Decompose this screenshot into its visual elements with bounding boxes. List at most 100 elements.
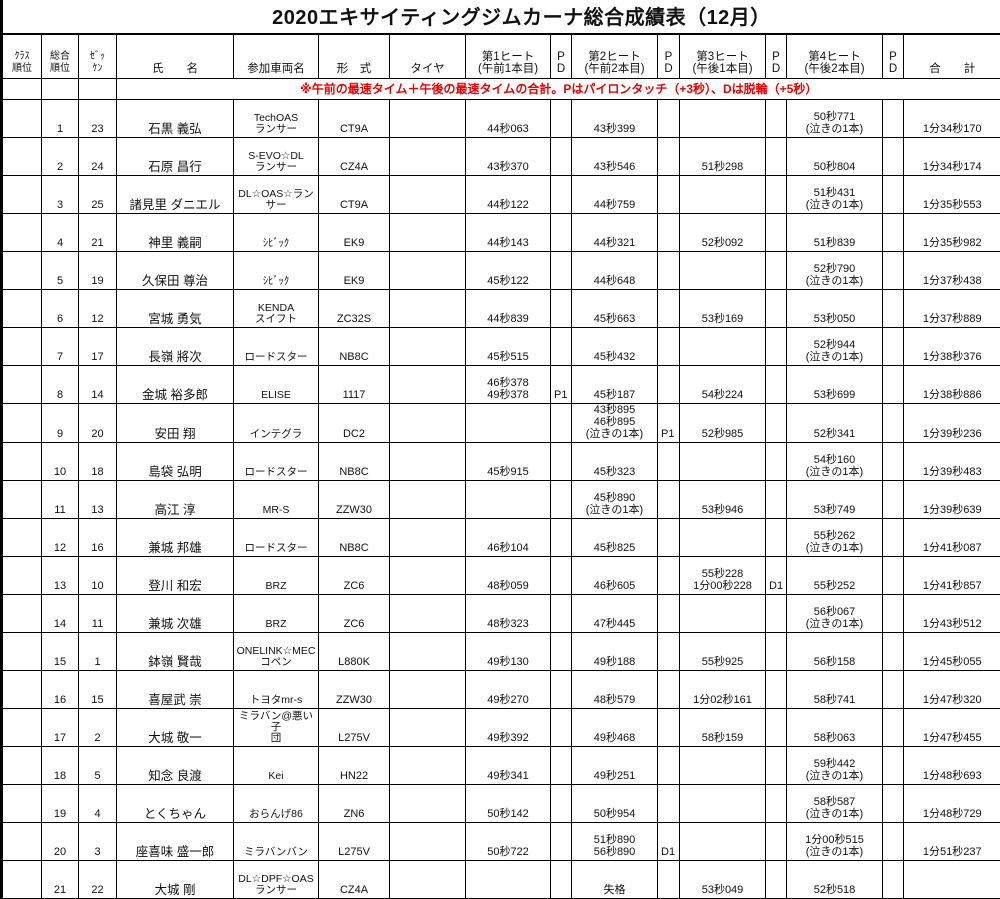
cell-pd1 <box>551 785 572 823</box>
cell-car: TechOAS ランサー <box>234 100 319 138</box>
cell-model: HN22 <box>319 747 390 785</box>
cell-class-rank <box>2 252 42 290</box>
cell-name: とくちゃん <box>117 785 234 823</box>
cell-car: ｼﾋﾞｯｸ <box>234 252 319 290</box>
cell-pd1 <box>551 633 572 671</box>
cell-total: 1分41秒087 <box>904 519 1000 557</box>
cell-heat1: 46秒104 <box>466 519 551 557</box>
cell-pd1 <box>551 214 572 252</box>
cell-pd1 <box>551 709 572 747</box>
cell-tire <box>390 481 466 519</box>
cell-zekken: 23 <box>79 100 117 138</box>
cell-pd4 <box>883 519 904 557</box>
cell-tire <box>390 443 466 481</box>
col-pd3: P D <box>766 35 787 79</box>
cell-heat2: 49秒188 <box>572 633 658 671</box>
cell-class-rank <box>2 328 42 366</box>
cell-pd3 <box>766 519 787 557</box>
cell-pd3: D1 <box>766 557 787 595</box>
cell-car: ELISE <box>234 366 319 404</box>
cell-heat2: 49秒251 <box>572 747 658 785</box>
cell-car: KENDA スイフト <box>234 290 319 328</box>
cell-heat1: 44秒143 <box>466 214 551 252</box>
cell-total <box>904 861 1000 899</box>
cell-tire <box>390 328 466 366</box>
cell-model: CZ4A <box>319 861 390 899</box>
cell-tire <box>390 100 466 138</box>
cell-total: 1分47秒455 <box>904 709 1000 747</box>
cell-overall-rank: 17 <box>42 709 79 747</box>
cell-pd3 <box>766 785 787 823</box>
cell-tire <box>390 404 466 443</box>
cell-heat2: 45秒432 <box>572 328 658 366</box>
cell-overall-rank: 16 <box>42 671 79 709</box>
cell-heat1: 44秒063 <box>466 100 551 138</box>
cell-heat1: 50秒722 <box>466 823 551 861</box>
cell-zekken: 12 <box>79 290 117 328</box>
cell-car: MR-S <box>234 481 319 519</box>
col-total: 合 計 <box>904 35 1000 79</box>
cell-car: DL☆OAS☆ラン サー <box>234 176 319 214</box>
cell-class-rank <box>2 557 42 595</box>
cell-name: 高江 淳 <box>117 481 234 519</box>
cell-overall-rank: 4 <box>42 214 79 252</box>
cell-model: NB8C <box>319 519 390 557</box>
cell-model: DC2 <box>319 404 390 443</box>
cell-pd3 <box>766 481 787 519</box>
cell-tire <box>390 709 466 747</box>
cell-total: 1分51秒237 <box>904 823 1000 861</box>
cell-heat2: 48秒579 <box>572 671 658 709</box>
cell-heat4: 53秒749 <box>787 481 883 519</box>
cell-pd2 <box>658 671 680 709</box>
cell-zekken: 17 <box>79 328 117 366</box>
cell-heat4: 53秒699 <box>787 366 883 404</box>
cell-pd3 <box>766 404 787 443</box>
cell-name: 鉢嶺 賢哉 <box>117 633 234 671</box>
cell-overall-rank: 5 <box>42 252 79 290</box>
cell-tire <box>390 785 466 823</box>
cell-name: 大城 敬一 <box>117 709 234 747</box>
cell-overall-rank: 11 <box>42 481 79 519</box>
cell-pd1 <box>551 481 572 519</box>
cell-pd4 <box>883 252 904 290</box>
cell-class-rank <box>2 785 42 823</box>
cell-heat1 <box>466 861 551 899</box>
cell-model: 1117 <box>319 366 390 404</box>
cell-pd4 <box>883 671 904 709</box>
cell-heat1: 46秒378 49秒378 <box>466 366 551 404</box>
cell-pd1 <box>551 100 572 138</box>
cell-pd2 <box>658 633 680 671</box>
note-row: ※午前の最速タイム＋午後の最速タイムの合計。Pはパイロンタッチ（+3秒）、Dは脱… <box>2 79 1000 100</box>
cell-heat3 <box>680 823 766 861</box>
cell-pd2 <box>658 366 680 404</box>
cell-total: 1分37秒889 <box>904 290 1000 328</box>
cell-class-rank <box>2 861 42 899</box>
col-heat4: 第4ヒート (午後2本目) <box>787 35 883 79</box>
cell-class-rank <box>2 519 42 557</box>
cell-heat3: 55秒228 1分00秒228 <box>680 557 766 595</box>
cell-model: ZN6 <box>319 785 390 823</box>
cell-car: S-EVO☆DL ランサー <box>234 138 319 176</box>
cell-heat3 <box>680 252 766 290</box>
cell-total: 1分38秒886 <box>904 366 1000 404</box>
cell-heat2: 46秒605 <box>572 557 658 595</box>
cell-zekken: 18 <box>79 443 117 481</box>
cell-zekken: 11 <box>79 595 117 633</box>
cell-total: 1分48秒693 <box>904 747 1000 785</box>
cell-tire <box>390 595 466 633</box>
cell-zekken: 3 <box>79 823 117 861</box>
cell-overall-rank: 10 <box>42 443 79 481</box>
cell-pd3 <box>766 747 787 785</box>
cell-heat4: 52秒518 <box>787 861 883 899</box>
cell-pd3 <box>766 328 787 366</box>
cell-heat2: 45秒825 <box>572 519 658 557</box>
cell-heat1: 45秒515 <box>466 328 551 366</box>
